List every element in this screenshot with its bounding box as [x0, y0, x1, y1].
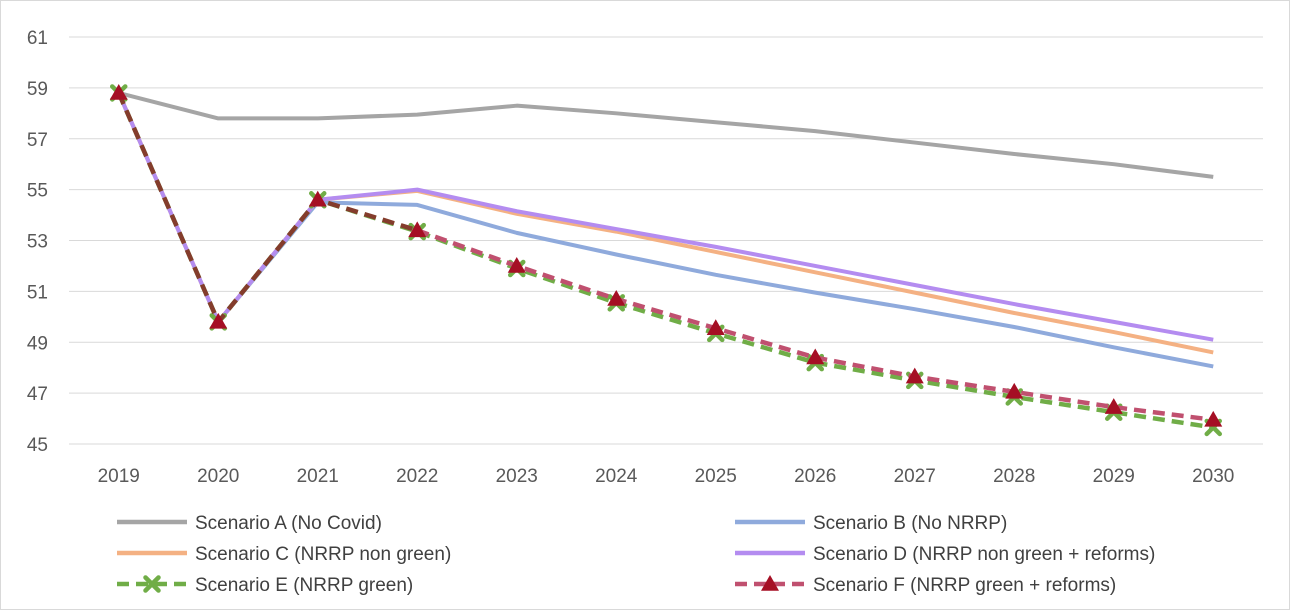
x-tick-label: 2027 — [894, 466, 936, 487]
triangle-marker — [607, 290, 626, 306]
triangle-marker — [308, 190, 327, 207]
triangle-marker — [109, 83, 128, 100]
x-tick-label: 2030 — [1192, 466, 1234, 487]
legend-label: Scenario F (NRRP green + reforms) — [813, 575, 1116, 596]
series-line — [116, 92, 1214, 430]
triangle-marker — [1204, 410, 1223, 427]
triangle-marker — [408, 221, 427, 238]
triangle-marker — [1005, 382, 1024, 399]
series-line — [116, 92, 1214, 369]
legend-label: Scenario C (NRRP non green) — [195, 544, 451, 565]
series-3 — [116, 92, 1214, 355]
legend-label: Scenario D (NRRP non green + reforms) — [813, 544, 1155, 565]
triangle-marker — [209, 312, 228, 329]
x-tick-label: 2020 — [197, 466, 239, 487]
legend-item: Scenario D (NRRP non green + reforms) — [735, 544, 1155, 565]
x-tick-label: 2029 — [1093, 466, 1135, 487]
series-line — [116, 92, 1214, 355]
triangle-marker — [806, 348, 825, 365]
x-tick-label: 2023 — [496, 466, 538, 487]
legend-item: Scenario E (NRRP green) — [117, 575, 413, 596]
y-tick-label: 61 — [27, 28, 48, 49]
y-tick-label: 47 — [27, 384, 48, 405]
legend-item: Scenario A (No Covid) — [117, 513, 382, 534]
legend-item: Scenario C (NRRP non green) — [117, 544, 451, 565]
series-line — [116, 92, 1214, 342]
x-tick-label: 2021 — [297, 466, 339, 487]
x-marker-stroke — [143, 575, 161, 593]
y-tick-label: 45 — [27, 435, 48, 456]
triangle-marker — [507, 256, 526, 273]
triangle-marker — [1104, 398, 1123, 414]
x-tick-label: 2028 — [993, 466, 1035, 487]
triangle-marker — [905, 367, 924, 384]
series-line — [416, 228, 1214, 423]
x-tick-label: 2024 — [595, 466, 638, 487]
x-axis-tick-labels: 2019 2020 2021 2022 2023 2024 2025 2026 2027 2028… — [98, 466, 1235, 487]
x-tick-label: 2019 — [98, 466, 140, 487]
series-4 — [116, 92, 1214, 342]
y-tick-label: 55 — [27, 181, 48, 202]
series-lines — [109, 83, 1223, 437]
series-6 — [109, 83, 1223, 427]
series-2 — [116, 92, 1214, 369]
legend-item: Scenario B (No NRRP) — [735, 513, 1007, 534]
x-tick-label: 2025 — [695, 466, 737, 487]
legend-label: Scenario B (No NRRP) — [813, 513, 1007, 534]
y-tick-label: 57 — [27, 130, 48, 151]
triangle-marker — [761, 575, 779, 591]
series-line — [118, 91, 1214, 179]
triangle-marker — [706, 319, 725, 336]
legend-item: Scenario F (NRRP green + reforms) — [735, 575, 1116, 596]
legend: Scenario A (No Covid) Scenario B (No NRRP… — [117, 513, 1155, 596]
y-tick-label: 49 — [27, 333, 48, 354]
x-tick-label: 2026 — [794, 466, 836, 487]
y-axis-tick-labels: 45 47 49 51 53 55 57 59 61 — [27, 28, 48, 456]
legend-label: Scenario E (NRRP green) — [195, 575, 413, 596]
x-tick-label: 2022 — [396, 466, 438, 487]
legend-label: Scenario A (No Covid) — [195, 513, 382, 534]
y-tick-label: 59 — [27, 79, 48, 100]
series-line-early — [116, 92, 418, 325]
y-tick-label: 51 — [27, 282, 48, 303]
series-1 — [118, 91, 1214, 179]
y-tick-label: 53 — [27, 232, 48, 253]
